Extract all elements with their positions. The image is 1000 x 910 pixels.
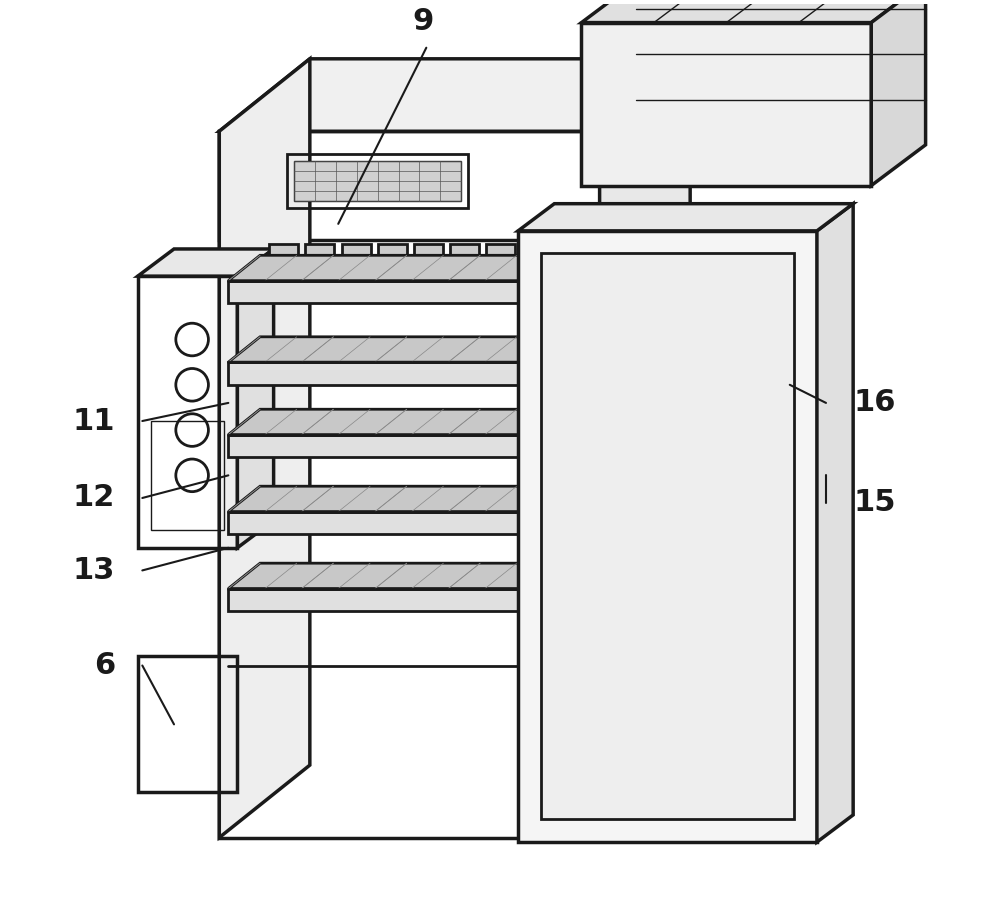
- Bar: [138, 276, 237, 548]
- Polygon shape: [228, 362, 595, 385]
- Bar: [138, 656, 237, 793]
- Polygon shape: [228, 563, 627, 589]
- Polygon shape: [228, 511, 595, 534]
- Bar: [518, 231, 817, 842]
- Bar: [294, 161, 461, 201]
- Polygon shape: [518, 204, 853, 231]
- Polygon shape: [228, 337, 627, 362]
- Text: 11: 11: [73, 407, 115, 436]
- Bar: [486, 245, 515, 271]
- Polygon shape: [600, 59, 690, 837]
- Bar: [151, 421, 224, 530]
- Bar: [219, 131, 600, 837]
- Text: 13: 13: [73, 556, 115, 585]
- Bar: [342, 245, 371, 271]
- Polygon shape: [138, 249, 274, 276]
- Polygon shape: [871, 0, 926, 186]
- Bar: [287, 154, 468, 208]
- Bar: [378, 245, 407, 271]
- Polygon shape: [228, 486, 627, 511]
- Bar: [269, 245, 298, 271]
- Bar: [305, 245, 334, 271]
- Bar: [541, 254, 794, 819]
- Text: 15: 15: [853, 488, 896, 517]
- Text: 12: 12: [73, 483, 115, 512]
- Polygon shape: [228, 280, 595, 303]
- Polygon shape: [228, 589, 595, 612]
- Bar: [414, 245, 443, 271]
- Polygon shape: [228, 435, 595, 457]
- Polygon shape: [581, 0, 926, 23]
- Bar: [219, 131, 600, 240]
- Bar: [450, 245, 479, 271]
- Text: 9: 9: [412, 7, 434, 36]
- Polygon shape: [228, 256, 627, 280]
- Polygon shape: [237, 249, 274, 548]
- Polygon shape: [219, 59, 310, 837]
- Text: 16: 16: [853, 389, 896, 418]
- Bar: [581, 23, 871, 186]
- Polygon shape: [817, 204, 853, 842]
- Text: 6: 6: [94, 651, 115, 680]
- Polygon shape: [219, 59, 690, 131]
- Polygon shape: [228, 410, 627, 435]
